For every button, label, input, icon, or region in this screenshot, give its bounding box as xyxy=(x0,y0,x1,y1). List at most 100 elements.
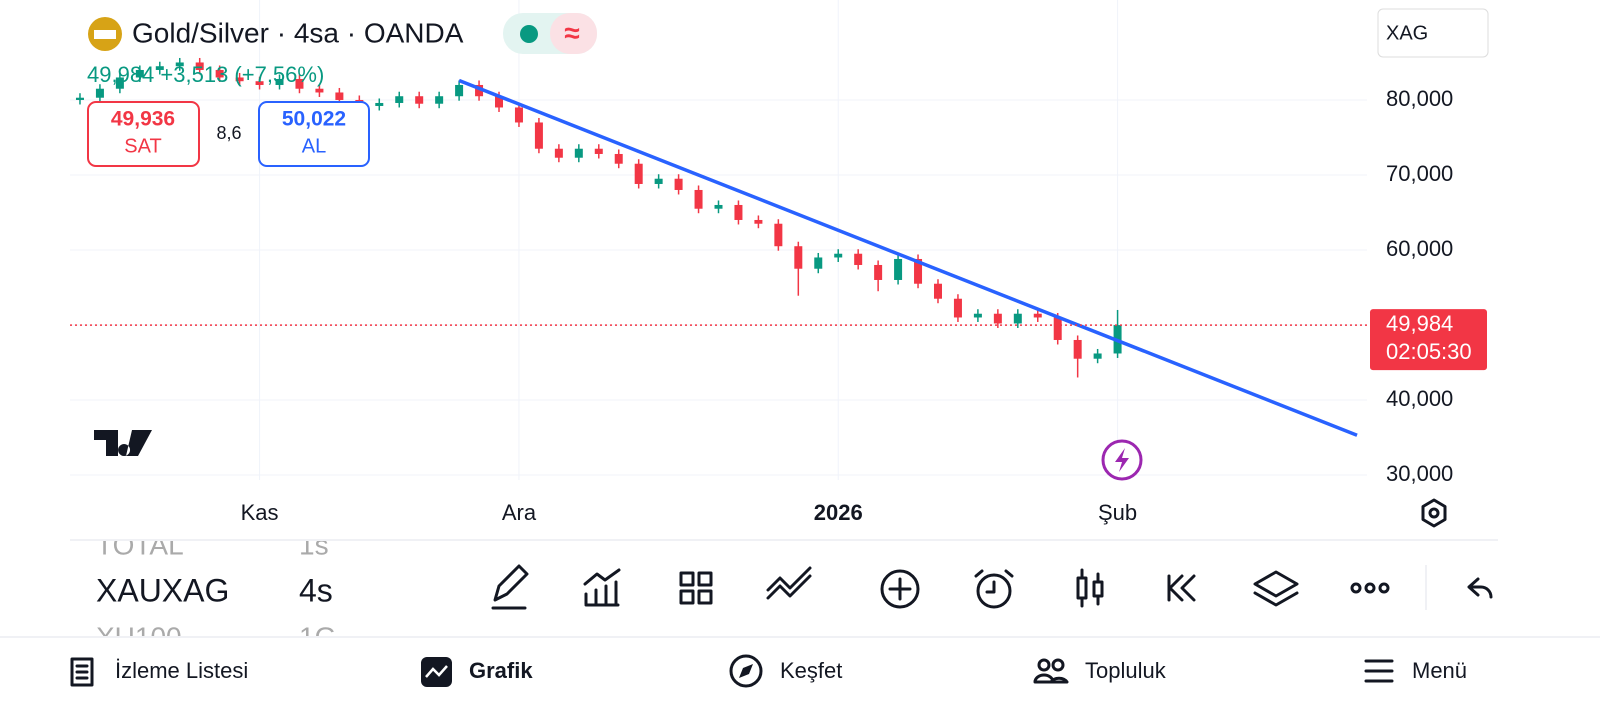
candle-body xyxy=(1093,353,1102,359)
candle-body xyxy=(295,78,304,89)
candle-body xyxy=(235,77,244,82)
candle-body xyxy=(195,62,204,70)
draw-tool[interactable] xyxy=(491,564,529,610)
candle-body xyxy=(495,96,504,108)
candle-body xyxy=(455,84,464,97)
settings-button[interactable] xyxy=(1421,498,1447,528)
watchlist-interval: 1s xyxy=(299,529,329,560)
chart-nav-glyph xyxy=(425,665,448,678)
tradingview-logo xyxy=(94,430,152,456)
buy-price: 50,022 xyxy=(282,108,346,131)
candle-body xyxy=(574,148,583,158)
candle-body xyxy=(634,163,643,184)
watchlist-symbol: XAUXAG xyxy=(96,572,229,608)
alert-tool[interactable] xyxy=(976,573,1012,609)
candle-body xyxy=(914,258,923,284)
candle-body xyxy=(95,88,104,98)
indicators-tool[interactable] xyxy=(583,568,621,607)
community-icon xyxy=(1051,658,1065,672)
candle-body xyxy=(953,298,962,318)
candle-body xyxy=(973,313,982,318)
layout-tool[interactable] xyxy=(679,571,713,605)
flash-icon xyxy=(1115,448,1129,472)
symbol-input-text: XAG xyxy=(1386,22,1428,44)
x-tick-label: Şub xyxy=(1098,500,1137,525)
candle-body xyxy=(175,62,184,67)
candle-body xyxy=(794,246,803,269)
candle-body xyxy=(155,66,164,70)
candle-body xyxy=(714,204,723,209)
candle-body xyxy=(534,122,543,149)
watchlist-icon[interactable] xyxy=(70,657,94,687)
menu-icon[interactable] xyxy=(1364,659,1394,683)
buy-button[interactable] xyxy=(258,101,370,167)
watchlist-symbol: TOTAL xyxy=(96,529,184,560)
symbol-icon-bar xyxy=(94,30,116,39)
toolbar xyxy=(491,564,1493,610)
nav-item[interactable]: Grafik xyxy=(469,658,533,683)
symbol-input[interactable] xyxy=(1377,8,1489,58)
watchlist: TOTAL 1s XAUXAG 4s XU100 1G xyxy=(96,529,336,652)
market-open-dot xyxy=(520,25,538,43)
nav-item[interactable]: Keşfet xyxy=(780,658,842,683)
x-tick-label: Ara xyxy=(502,500,537,525)
candle-body xyxy=(774,223,783,247)
y-tick-label: 80,000 xyxy=(1386,86,1453,111)
spread: 8,6 xyxy=(216,123,241,143)
alert-icon xyxy=(974,569,1014,594)
symbol-title[interactable]: Gold/Silver · 4sa · OANDA xyxy=(132,17,464,48)
candle-body xyxy=(335,92,344,100)
more-dot xyxy=(1378,582,1390,594)
candle-body xyxy=(854,253,863,265)
trend-line xyxy=(458,78,1358,437)
candle-body xyxy=(135,69,144,78)
community-icon[interactable] xyxy=(1037,658,1051,672)
sell-button[interactable] xyxy=(87,101,200,167)
plot-layer xyxy=(70,57,1367,437)
status-pill-right xyxy=(550,13,597,54)
sell-price: 49,936 xyxy=(111,108,175,131)
delay-icon: ≈ xyxy=(564,17,579,48)
candle-body xyxy=(993,313,1002,324)
x-tick-label: 2026 xyxy=(814,500,863,525)
countdown-label: 02:05:30 xyxy=(1386,339,1472,364)
y-tick-label: 30,000 xyxy=(1386,461,1453,486)
add-tool[interactable] xyxy=(880,569,920,609)
candle-body xyxy=(694,189,703,209)
candle-body xyxy=(375,102,384,106)
last-price-badge xyxy=(1370,309,1487,371)
nav-item[interactable]: Menü xyxy=(1412,658,1467,683)
watchlist-interval: 4s xyxy=(299,572,333,608)
price-change: 49,984 +3,513 (+7,56%) xyxy=(87,62,324,87)
nav-item[interactable]: İzleme Listesi xyxy=(115,658,248,683)
buy-label: AL xyxy=(302,135,326,157)
candle-body xyxy=(315,88,324,93)
nav-item[interactable]: Topluluk xyxy=(1085,658,1167,683)
candle-body xyxy=(734,204,743,220)
candle-body xyxy=(814,257,823,269)
candle-body xyxy=(1073,339,1082,359)
candle-body xyxy=(75,97,84,100)
candle-body xyxy=(554,148,563,158)
candle-body xyxy=(933,283,942,299)
chart-type-tool[interactable] xyxy=(1076,568,1104,608)
undo-tool[interactable] xyxy=(1467,577,1493,599)
sell-label: SAT xyxy=(124,135,161,157)
watchlist-symbol: XU100 xyxy=(96,621,182,652)
candle-body xyxy=(594,148,603,154)
settings-icon xyxy=(1428,507,1440,519)
explore-icon[interactable] xyxy=(729,654,763,688)
compare-tool[interactable] xyxy=(766,566,812,600)
candle-body xyxy=(115,77,124,89)
layers-tool[interactable] xyxy=(1253,570,1299,607)
candle-body xyxy=(874,264,883,280)
candle-body xyxy=(1033,313,1042,318)
candle-body xyxy=(215,69,224,78)
candle-body xyxy=(435,96,444,104)
more-dot[interactable] xyxy=(1350,582,1362,594)
y-tick-label: 60,000 xyxy=(1386,236,1453,261)
candle-body xyxy=(275,78,284,85)
candle-body xyxy=(674,178,683,190)
replay-tool[interactable] xyxy=(1167,574,1196,602)
candle-body xyxy=(1013,313,1022,324)
